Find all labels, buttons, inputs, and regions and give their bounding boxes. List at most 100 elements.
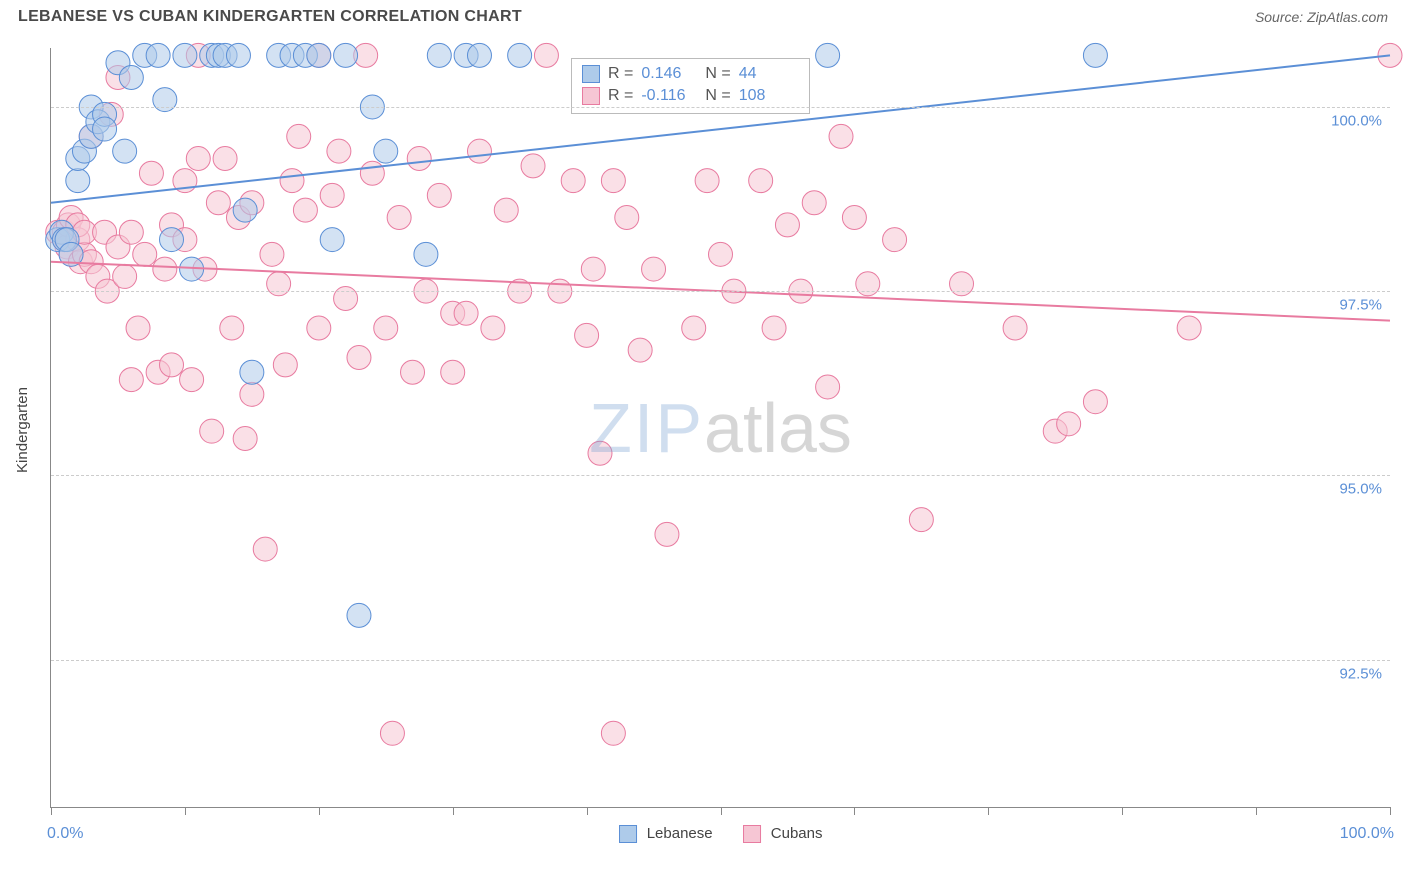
x-axis-max-label: 100.0%: [1340, 825, 1394, 843]
scatter-point: [816, 375, 840, 399]
scatter-point: [407, 147, 431, 171]
legend-label-lebanese: Lebanese: [647, 825, 713, 842]
scatter-point: [334, 287, 358, 311]
scatter-point: [494, 198, 518, 222]
y-tick-label: 100.0%: [1331, 112, 1382, 129]
x-tick: [721, 807, 722, 815]
scatter-point: [146, 43, 170, 67]
scatter-point: [380, 721, 404, 745]
scatter-point: [642, 257, 666, 281]
swatch-lebanese: [582, 65, 600, 83]
scatter-point: [762, 316, 786, 340]
scatter-point: [233, 198, 257, 222]
scatter-point: [160, 353, 184, 377]
y-axis-title: Kindergarten: [14, 387, 31, 473]
x-tick: [988, 807, 989, 815]
x-tick: [51, 807, 52, 815]
x-tick: [1122, 807, 1123, 815]
x-tick: [453, 807, 454, 815]
scatter-point: [139, 161, 163, 185]
y-tick-label: 95.0%: [1339, 481, 1382, 498]
scatter-point: [601, 169, 625, 193]
scatter-point: [287, 124, 311, 148]
scatter-point: [320, 228, 344, 252]
legend-swatch-lebanese: [619, 825, 637, 843]
gridline: [51, 660, 1390, 661]
scatter-point: [581, 257, 605, 281]
scatter-point: [427, 183, 451, 207]
stats-legend-box: R = 0.146 N = 44 R = -0.116 N = 108: [571, 58, 810, 114]
scatter-point: [387, 205, 411, 229]
scatter-point: [267, 272, 291, 296]
scatter-point: [307, 43, 331, 67]
scatter-point: [293, 198, 317, 222]
x-tick: [185, 807, 186, 815]
scatter-point: [1003, 316, 1027, 340]
scatter-point: [481, 316, 505, 340]
gridline: [51, 107, 1390, 108]
scatter-point: [93, 117, 117, 141]
scatter-point: [467, 43, 491, 67]
scatter-point: [950, 272, 974, 296]
scatter-point: [113, 264, 137, 288]
r-label: R =: [608, 65, 633, 83]
scatter-point: [628, 338, 652, 362]
scatter-point: [1083, 390, 1107, 414]
stats-row-lebanese: R = 0.146 N = 44: [582, 63, 795, 85]
x-tick: [1390, 807, 1391, 815]
scatter-point: [615, 205, 639, 229]
legend-bottom: Lebanese Cubans: [619, 825, 823, 843]
scatter-point: [454, 301, 478, 325]
scatter-point: [414, 242, 438, 266]
scatter-point: [173, 43, 197, 67]
scatter-point: [206, 191, 230, 215]
scatter-point: [829, 124, 853, 148]
scatter-point: [842, 205, 866, 229]
scatter-point: [816, 43, 840, 67]
scatter-point: [1083, 43, 1107, 67]
scatter-point: [909, 508, 933, 532]
scatter-point: [280, 169, 304, 193]
scatter-point: [561, 169, 585, 193]
scatter-point: [508, 43, 532, 67]
scatter-point: [66, 169, 90, 193]
scatter-point: [213, 147, 237, 171]
scatter-point: [360, 161, 384, 185]
scatter-point: [160, 228, 184, 252]
legend-item-cubans: Cubans: [743, 825, 823, 843]
scatter-point: [655, 522, 679, 546]
scatter-point: [374, 316, 398, 340]
scatter-point: [119, 368, 143, 392]
scatter-point: [441, 360, 465, 384]
scatter-point: [180, 368, 204, 392]
scatter-point: [1177, 316, 1201, 340]
stats-row-cubans: R = -0.116 N = 108: [582, 85, 795, 107]
legend-swatch-cubans: [743, 825, 761, 843]
r-label: R =: [608, 87, 633, 105]
chart-title: LEBANESE VS CUBAN KINDERGARTEN CORRELATI…: [18, 8, 522, 26]
plot-area: ZIPatlas R = 0.146 N = 44 R = -0.116 N =…: [50, 48, 1390, 808]
scatter-point: [273, 353, 297, 377]
scatter-point: [334, 43, 358, 67]
scatter-point: [695, 169, 719, 193]
scatter-point: [347, 345, 371, 369]
scatter-point: [200, 419, 224, 443]
scatter-point: [883, 228, 907, 252]
scatter-point: [709, 242, 733, 266]
scatter-point: [534, 43, 558, 67]
scatter-point: [467, 139, 491, 163]
scatter-point: [153, 88, 177, 112]
scatter-point: [856, 272, 880, 296]
legend-label-cubans: Cubans: [771, 825, 823, 842]
scatter-point: [521, 154, 545, 178]
r-value-lebanese: 0.146: [641, 65, 697, 83]
scatter-point: [749, 169, 773, 193]
scatter-point: [153, 257, 177, 281]
x-tick: [587, 807, 588, 815]
n-label: N =: [705, 65, 730, 83]
scatter-point: [113, 139, 137, 163]
scatter-point: [240, 360, 264, 384]
scatter-point: [133, 242, 157, 266]
x-tick: [854, 807, 855, 815]
scatter-point: [327, 139, 351, 163]
